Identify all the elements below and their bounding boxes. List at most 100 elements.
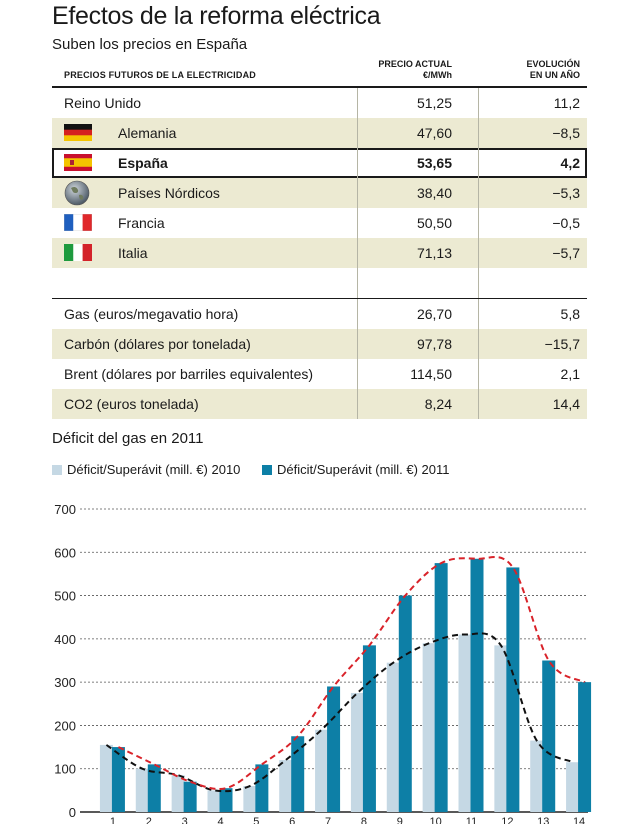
commodity-name: CO2 (euros tonelada) <box>64 396 199 412</box>
bar-2011 <box>111 747 125 812</box>
x-tick-label: 1 <box>110 816 116 824</box>
chart-legend: Déficit/Superávit (mill. €) 2010 Déficit… <box>52 462 467 477</box>
table-row: Brent (dólares por barriles equivalentes… <box>52 359 587 389</box>
trend-line-2010 <box>105 632 574 793</box>
chart-title: Déficit del gas en 2011 <box>52 430 204 447</box>
legend-label-2010: Déficit/Superávit (mill. €) 2010 <box>67 462 241 477</box>
bar-2010 <box>422 643 436 812</box>
bar-2011 <box>255 764 269 812</box>
change-value: −5,7 <box>552 245 580 261</box>
bar-2010 <box>315 729 329 812</box>
table-row: Francia 50,50 −0,5 <box>52 208 587 238</box>
page-title: Efectos de la reforma eléctrica <box>52 2 381 30</box>
table-separator <box>52 268 587 299</box>
bar-2011 <box>147 764 161 812</box>
x-tick-label: 7 <box>325 816 331 824</box>
change-value: 11,2 <box>553 95 580 111</box>
change-value: −0,5 <box>552 215 580 231</box>
germany-flag-icon <box>64 124 92 141</box>
y-tick-label: 200 <box>54 718 76 733</box>
x-tick-label: 2 <box>146 816 152 824</box>
bar-2010 <box>279 760 293 812</box>
change-value: −5,3 <box>552 185 580 201</box>
change-value: 4,2 <box>560 155 580 171</box>
table-row: Italia 71,13 −5,7 <box>52 238 587 268</box>
price-value: 51,25 <box>416 95 452 111</box>
x-tick-label: 3 <box>182 816 188 824</box>
legend-label-2011: Déficit/Superávit (mill. €) 2011 <box>277 462 450 477</box>
x-tick-label: 10 <box>430 816 442 824</box>
bar-2010 <box>530 740 544 812</box>
bar-2010 <box>350 692 364 812</box>
bar-2011 <box>506 567 520 812</box>
y-tick-label: 500 <box>54 589 76 604</box>
y-tick-label: 600 <box>54 545 76 560</box>
price-value: 38,40 <box>416 185 452 201</box>
bar-2011 <box>578 682 592 812</box>
commodity-name: Gas (euros/megavatio hora) <box>64 306 239 322</box>
table-row: CO2 (euros tonelada) 8,24 14,4 <box>52 389 587 419</box>
legend-swatch-2010 <box>52 465 62 475</box>
price-value: 114,50 <box>410 366 452 382</box>
price-value: 8,24 <box>424 396 452 412</box>
commodity-name: Brent (dólares por barriles equivalentes… <box>64 366 314 382</box>
x-tick-label: 14 <box>573 816 585 824</box>
price-value: 47,60 <box>416 125 452 141</box>
x-tick-label: 11 <box>466 816 477 824</box>
x-tick-label: 13 <box>537 816 549 824</box>
table-header: PRECIOS FUTUROS DE LA ELECTRICIDAD PRECI… <box>52 54 587 88</box>
bar-2011 <box>470 558 484 812</box>
y-tick-label: 700 <box>54 502 76 517</box>
bar-2011 <box>398 595 412 812</box>
price-value: 50,50 <box>416 215 452 231</box>
price-value: 71,13 <box>416 245 452 261</box>
italy-flag-icon <box>64 244 92 261</box>
country-name: Reino Unido <box>64 95 142 111</box>
header-price: PRECIO ACTUAL €/MWh <box>378 59 452 80</box>
change-value: 2,1 <box>560 366 580 382</box>
change-value: 14,4 <box>552 396 580 412</box>
header-label: PRECIOS FUTUROS DE LA ELECTRICIDAD <box>64 70 256 80</box>
x-tick-label: 12 <box>501 816 513 824</box>
bar-2011 <box>183 781 197 812</box>
country-name: España <box>118 155 168 171</box>
country-name: Francia <box>118 215 165 231</box>
bar-2010 <box>171 775 185 812</box>
price-value: 26,70 <box>416 306 452 322</box>
table-row: Reino Unido 51,25 11,2 <box>52 88 587 118</box>
page-subtitle: Suben los precios en España <box>52 36 248 53</box>
table-row: Alemania 47,60 −8,5 <box>52 118 587 148</box>
globe-icon <box>64 180 90 206</box>
change-value: −8,5 <box>552 125 580 141</box>
bar-2010 <box>494 645 508 812</box>
country-name: Países Nórdicos <box>118 185 220 201</box>
france-flag-icon <box>64 214 92 231</box>
x-tick-label: 4 <box>217 816 223 824</box>
country-name: Italia <box>118 245 148 261</box>
legend-item-2010: Déficit/Superávit (mill. €) 2010 <box>52 462 240 477</box>
bar-2010 <box>566 762 580 812</box>
x-tick-label: 6 <box>289 816 295 824</box>
x-tick-label: 8 <box>361 816 367 824</box>
bar-2010 <box>386 662 400 812</box>
table-row: Gas (euros/megavatio hora) 26,70 5,8 <box>52 299 587 329</box>
bar-2010 <box>243 786 257 812</box>
spain-flag-icon <box>64 154 92 171</box>
x-tick-label: 9 <box>397 816 403 824</box>
table-row-highlight: España 53,65 4,2 <box>52 148 587 178</box>
y-tick-label: 0 <box>69 805 76 820</box>
bar-2011 <box>219 788 233 812</box>
price-table: PRECIOS FUTUROS DE LA ELECTRICIDAD PRECI… <box>52 54 587 419</box>
trend-line-2011 <box>117 556 586 790</box>
legend-item-2011: Déficit/Superávit (mill. €) 2011 <box>262 462 449 477</box>
table-row: Países Nórdicos 38,40 −5,3 <box>52 178 587 208</box>
change-value: −15,7 <box>544 336 580 352</box>
y-tick-label: 300 <box>54 675 76 690</box>
price-value: 53,65 <box>416 155 452 171</box>
header-change: EVOLUCIÓN EN UN AÑO <box>526 59 580 80</box>
bar-2010 <box>458 634 472 812</box>
bar-2011 <box>434 563 448 812</box>
y-tick-label: 100 <box>54 762 76 777</box>
country-name: Alemania <box>118 125 177 141</box>
